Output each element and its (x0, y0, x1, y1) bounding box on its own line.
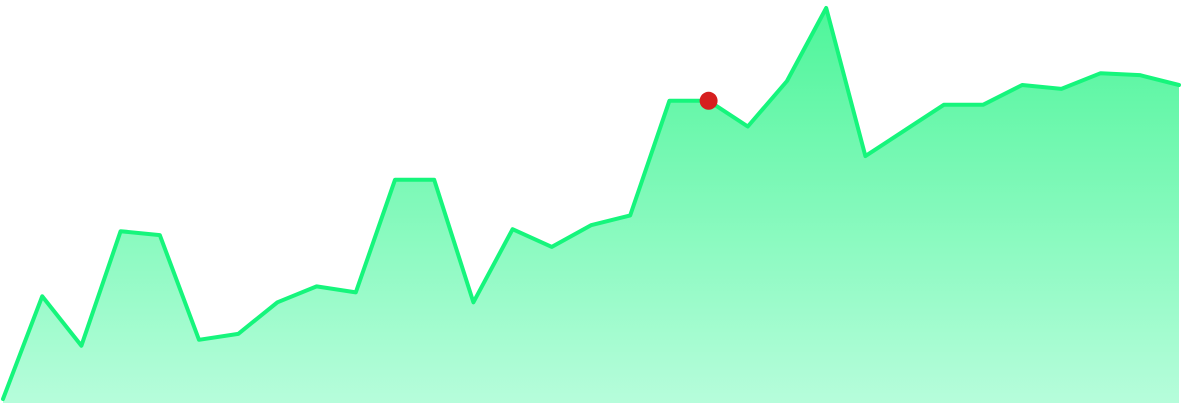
highlighted-data-point[interactable] (699, 91, 718, 110)
series-area-fill (3, 8, 1179, 403)
series-line (1, 6, 1181, 401)
data-points (699, 91, 718, 110)
